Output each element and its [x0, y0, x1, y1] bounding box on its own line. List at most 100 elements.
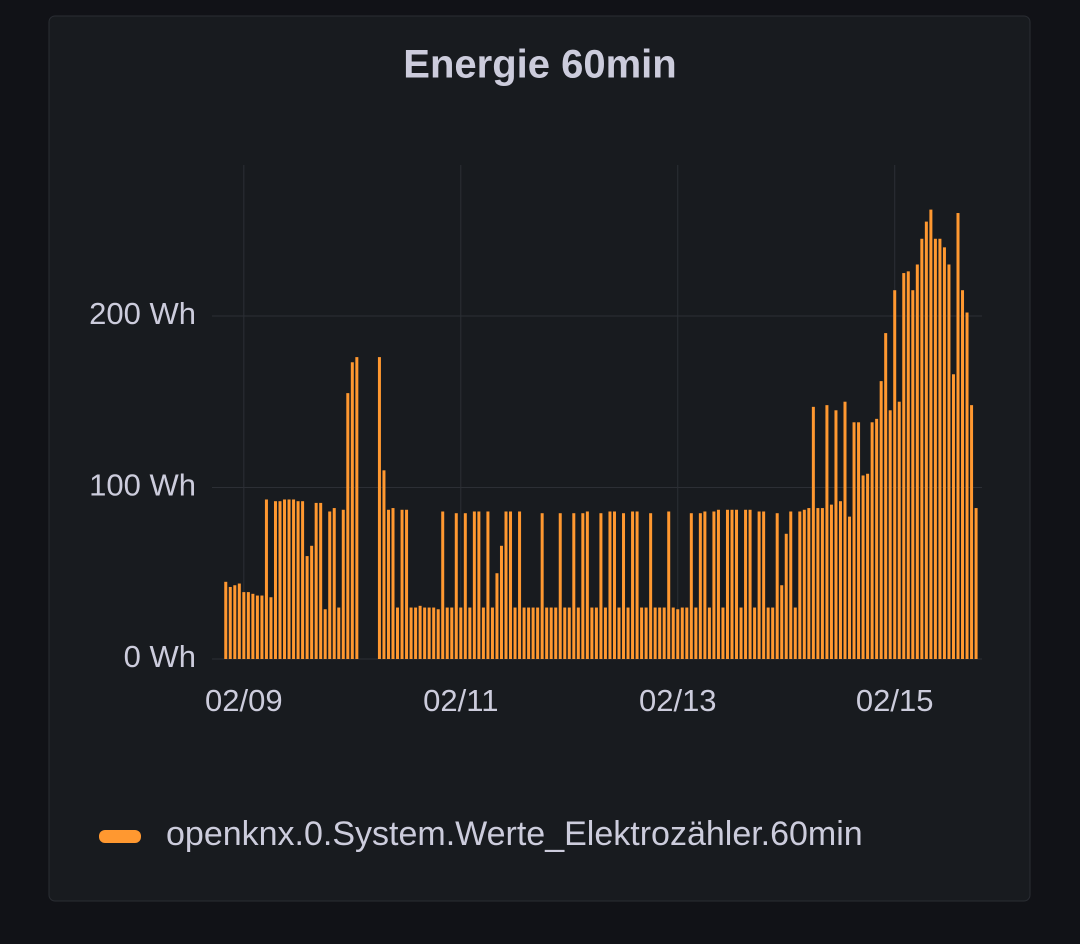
- bar: [617, 607, 621, 659]
- bar: [599, 513, 603, 659]
- bar: [355, 357, 359, 659]
- bar: [676, 609, 680, 659]
- bar: [816, 508, 820, 659]
- bar: [635, 511, 639, 659]
- bar: [888, 410, 892, 659]
- bar: [264, 499, 268, 659]
- bar: [780, 585, 784, 659]
- bar: [328, 511, 332, 659]
- bar: [961, 290, 965, 659]
- bar: [472, 511, 476, 659]
- bar: [861, 475, 865, 659]
- bar: [631, 511, 635, 659]
- bar: [409, 607, 413, 659]
- bar: [942, 247, 946, 660]
- bar: [405, 509, 409, 659]
- bar: [495, 573, 499, 659]
- bar: [567, 607, 571, 659]
- bar: [956, 213, 960, 659]
- bar: [784, 533, 788, 659]
- bar: [350, 362, 354, 659]
- bar: [486, 511, 490, 659]
- bar: [744, 509, 748, 659]
- bar: [974, 508, 978, 659]
- y-tick-label: 200 Wh: [89, 296, 196, 331]
- bar: [866, 473, 870, 659]
- bar: [793, 607, 797, 659]
- bar: [292, 499, 296, 659]
- bar: [789, 511, 793, 659]
- bar: [649, 513, 653, 659]
- bar: [323, 609, 327, 659]
- bar: [753, 607, 757, 659]
- bar: [680, 607, 684, 659]
- bar: [314, 502, 318, 659]
- bar: [527, 607, 531, 659]
- bar: [255, 595, 259, 659]
- legend-label: openknx.0.System.Werte_Elektrozähler.60m…: [166, 815, 863, 853]
- x-tick-label: 02/13: [639, 683, 717, 718]
- bar: [802, 509, 806, 659]
- bar: [386, 509, 390, 659]
- y-tick-label: 0 Wh: [124, 639, 196, 674]
- bar: [590, 607, 594, 659]
- bar: [490, 607, 494, 659]
- bar: [933, 238, 937, 659]
- bar: [725, 509, 729, 659]
- bar: [305, 556, 309, 659]
- bar: [581, 513, 585, 659]
- bar: [915, 264, 919, 659]
- bar: [540, 513, 544, 659]
- bar: [423, 607, 427, 659]
- bar: [906, 271, 910, 659]
- bar: [879, 381, 883, 659]
- bar: [518, 511, 522, 659]
- bar: [558, 513, 562, 659]
- bar: [377, 357, 381, 659]
- bar: [563, 607, 567, 659]
- bar: [771, 607, 775, 659]
- bar: [920, 238, 924, 659]
- bar: [246, 592, 250, 659]
- bar: [970, 405, 974, 659]
- bar: [730, 509, 734, 659]
- bar: [658, 607, 662, 659]
- bar: [396, 607, 400, 659]
- bar: [875, 418, 879, 659]
- bar: [531, 607, 535, 659]
- bar: [522, 607, 526, 659]
- bar: [712, 511, 716, 659]
- bar: [228, 586, 232, 659]
- bar: [640, 607, 644, 659]
- bar: [608, 511, 612, 659]
- bar: [739, 607, 743, 659]
- bar: [237, 583, 241, 659]
- y-tick-label: 100 Wh: [89, 468, 196, 503]
- bar: [924, 221, 928, 659]
- bar: [536, 607, 540, 659]
- bar: [594, 607, 598, 659]
- bar: [662, 607, 666, 659]
- bar: [775, 513, 779, 659]
- x-tick-label: 02/09: [205, 683, 283, 718]
- bar: [603, 607, 607, 659]
- bar: [554, 607, 558, 659]
- bar: [418, 605, 422, 659]
- bar: [278, 501, 282, 659]
- bar: [459, 607, 463, 659]
- bar: [897, 401, 901, 659]
- bar: [748, 509, 752, 659]
- bar: [251, 593, 255, 659]
- bar: [463, 513, 467, 659]
- bar: [766, 607, 770, 659]
- bar: [301, 501, 305, 659]
- bar: [694, 607, 698, 659]
- bars: [224, 209, 978, 660]
- bar: [233, 585, 237, 659]
- bar: [825, 405, 829, 659]
- bar: [414, 607, 418, 659]
- bar: [951, 374, 955, 659]
- bar: [296, 501, 300, 659]
- bar: [667, 511, 671, 659]
- bar: [549, 607, 553, 659]
